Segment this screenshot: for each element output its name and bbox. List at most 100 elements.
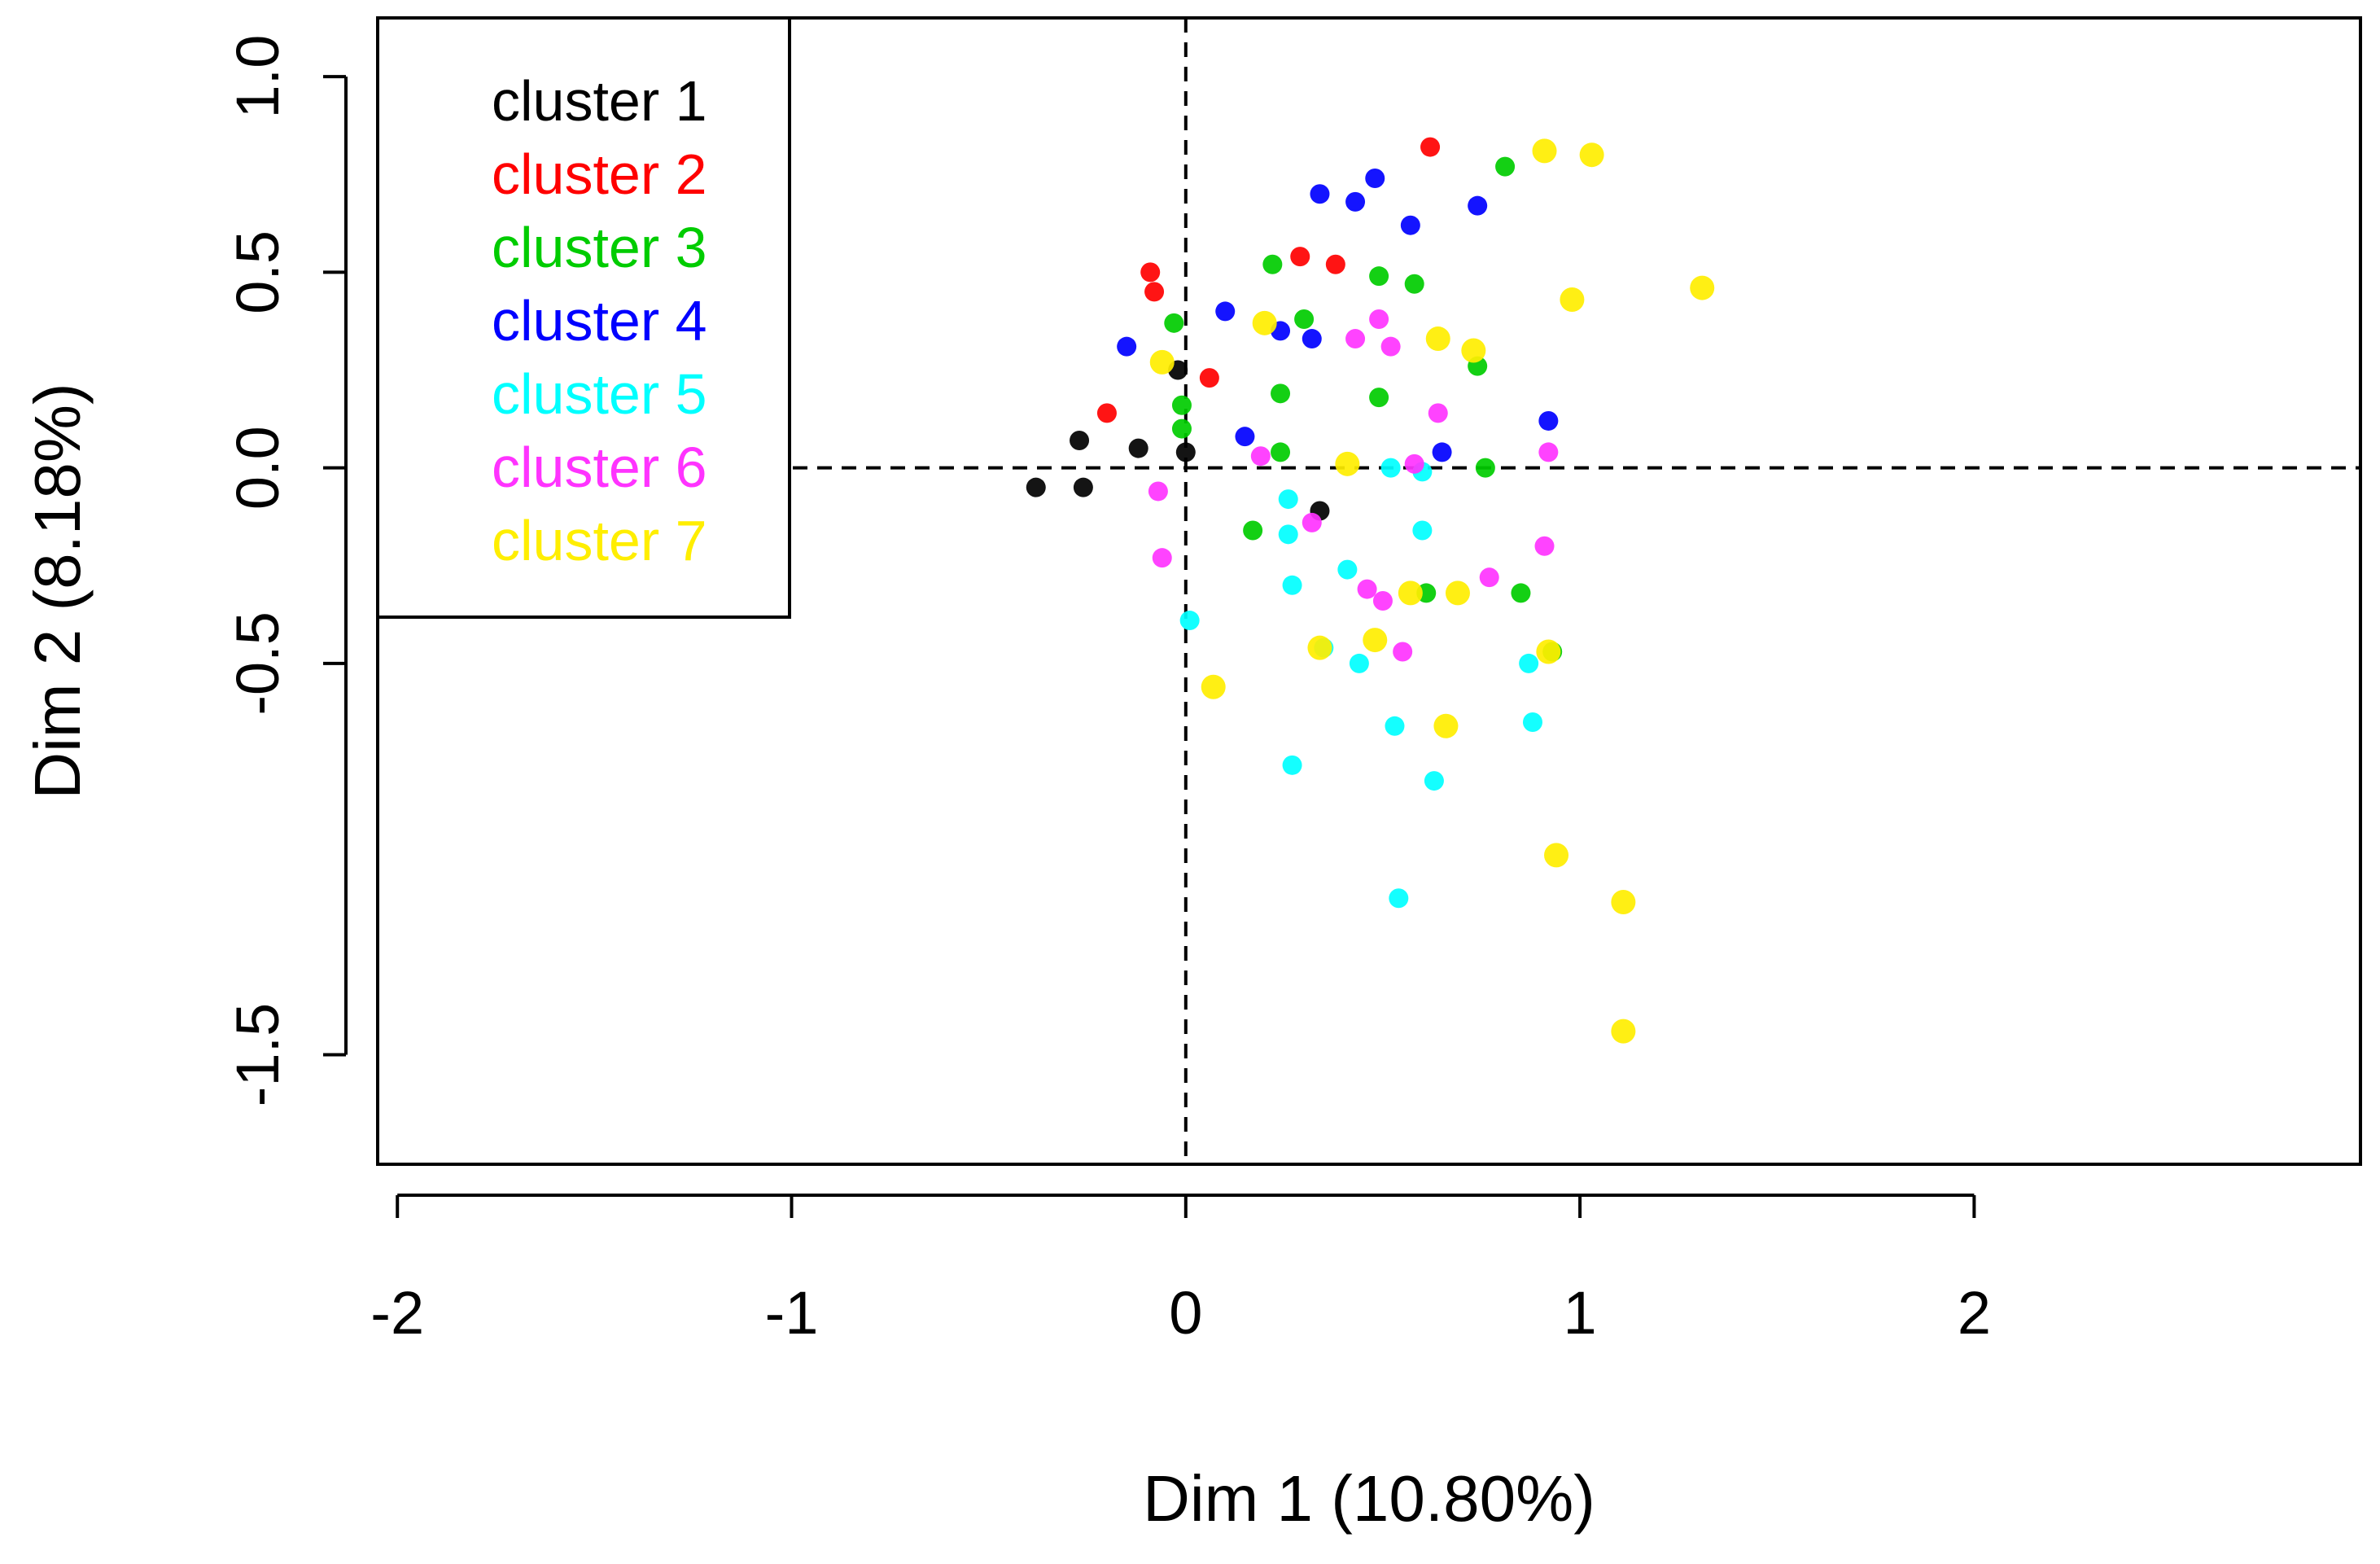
legend-entry: cluster 3 [492,216,707,279]
series-6 [1148,309,1559,662]
data-point [1412,520,1433,541]
data-point [1294,309,1315,330]
y-tick-label: 0.0 [224,426,291,510]
data-point [1536,639,1561,664]
x-axis-title: Dim 1 (10.80%) [1143,1462,1595,1535]
data-point [1495,156,1516,177]
data-point [1096,403,1117,423]
data-point [1144,282,1165,302]
data-point [1560,287,1585,312]
data-point [1243,520,1263,541]
legend-entry: cluster 2 [492,142,707,206]
data-point [1199,368,1219,388]
y-tick-label: -0.5 [224,611,291,716]
data-point [1369,309,1389,330]
data-point [1070,430,1090,450]
data-point [1215,301,1236,322]
data-point [1171,418,1192,439]
data-point [1271,442,1291,462]
data-point [1117,336,1137,357]
data-point [1282,575,1302,595]
data-point [1398,580,1423,606]
data-point [1290,247,1310,267]
data-point [1404,274,1424,294]
data-point [1432,442,1452,462]
legend-items: cluster 1 cluster 2 cluster 3 cluster 4 clus… [492,69,707,572]
data-point [1171,395,1192,415]
data-point [1385,716,1405,736]
data-point [1262,254,1283,274]
data-point [1511,583,1531,603]
data-point [1307,635,1332,660]
data-point [1175,442,1196,462]
legend-entry: cluster 4 [492,289,707,353]
data-point [1579,142,1604,168]
data-point [1152,548,1172,568]
data-point [1271,383,1291,404]
data-point [1335,451,1360,476]
series-5 [1179,458,1542,909]
data-point [1404,453,1424,474]
data-point [1433,713,1459,738]
series-4 [1117,169,1559,462]
data-point [1164,313,1184,333]
data-point [1544,843,1569,868]
data-point [1282,755,1302,775]
data-point [1026,477,1046,497]
y-tick-label: -1.5 [224,1003,291,1107]
data-point [1369,266,1389,287]
x-tick-label: 2 [1958,1279,1991,1347]
y-tick-label: 1.0 [224,35,291,119]
data-point [1420,137,1441,157]
data-point [1425,326,1450,352]
data-point [1389,888,1409,909]
data-point [1140,262,1161,283]
x-tick-label: -2 [370,1279,424,1347]
x-tick-label: 1 [1564,1279,1597,1347]
data-point [1428,403,1448,423]
legend-entry: cluster 6 [492,436,707,499]
data-point [1538,410,1559,431]
data-point [1424,771,1444,791]
data-point [1149,349,1175,375]
legend-entry: cluster 7 [492,509,707,572]
data-point [1522,712,1542,732]
x-tick-label: -1 [765,1279,819,1347]
data-point [1400,215,1420,235]
data-point [1690,275,1715,300]
series-7 [1149,138,1715,1044]
data-point [1611,1019,1636,1044]
data-point [1349,653,1369,673]
y-axis: 1.0 0.5 0.0 -0.5 -1.5 [224,35,348,1107]
data-point [1201,674,1226,699]
y-tick-label: 0.5 [224,230,291,314]
y-axis-title: Dim 2 (8.18%) [21,383,94,799]
data-point [1337,559,1358,580]
data-point [1302,329,1322,349]
data-point [1345,329,1366,349]
data-point [1179,611,1200,631]
data-point [1461,338,1486,363]
data-point [1479,567,1499,588]
legend-entry: cluster 5 [492,362,707,426]
data-point [1363,628,1388,653]
data-point [1532,138,1557,164]
data-point [1128,438,1148,458]
data-point [1365,169,1385,189]
x-axis: -2 -1 0 1 2 [370,1194,1991,1347]
data-point [1393,642,1413,662]
data-point [1475,458,1495,478]
data-point [1445,580,1470,606]
series-2 [1096,137,1441,423]
data-point [1369,388,1389,408]
data-point [1380,458,1401,478]
data-point [1380,336,1401,357]
data-point [1235,427,1255,447]
data-point [1534,536,1555,556]
data-point [1073,477,1093,497]
data-point [1278,489,1298,510]
data-point [1252,310,1277,335]
data-point [1468,195,1488,216]
data-point [1519,653,1539,673]
